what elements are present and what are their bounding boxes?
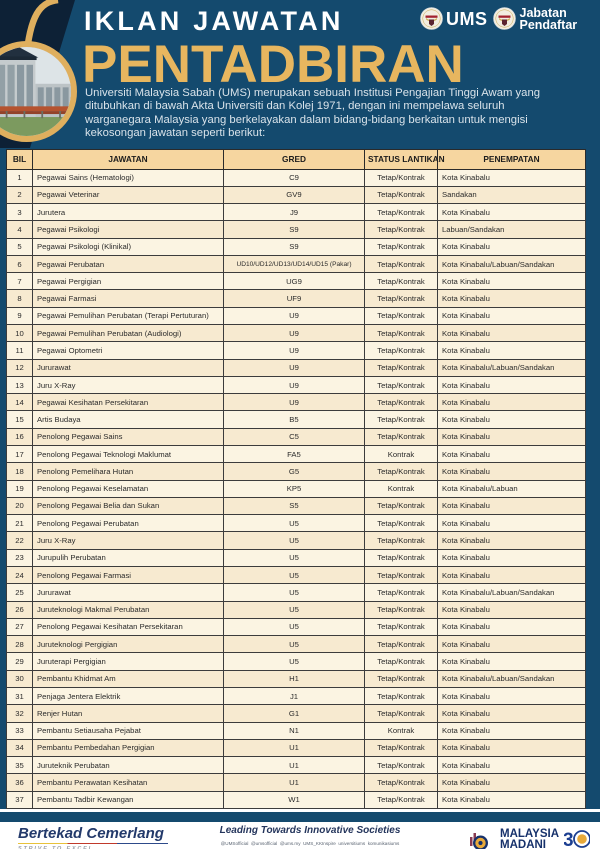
svg-text:3: 3 — [564, 830, 574, 849]
